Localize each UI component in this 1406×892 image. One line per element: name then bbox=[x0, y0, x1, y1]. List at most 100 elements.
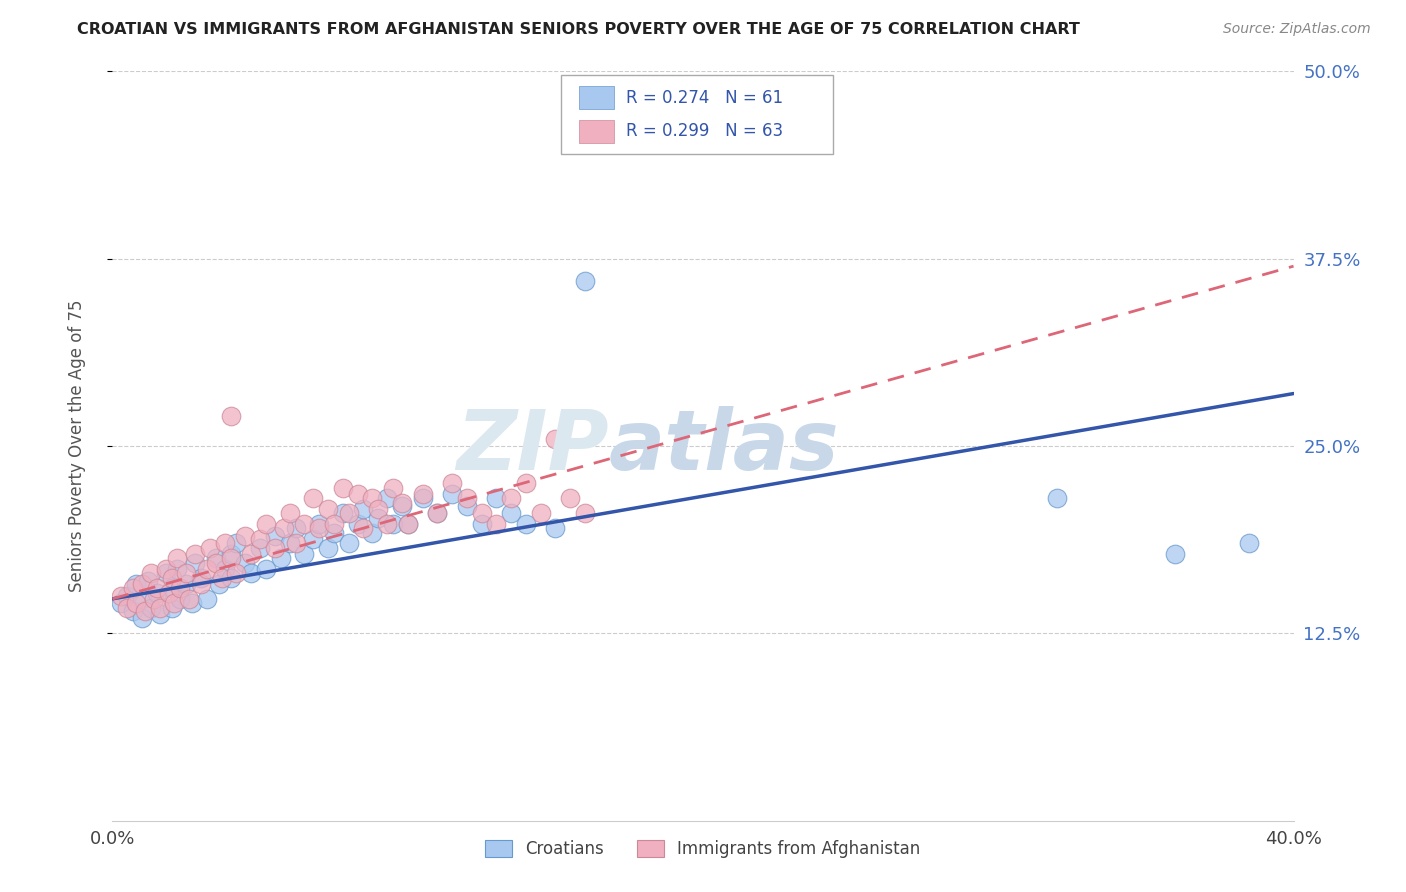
Point bbox=[195, 591, 218, 606]
Point bbox=[367, 511, 389, 525]
Point bbox=[529, 507, 551, 521]
Point bbox=[332, 507, 354, 521]
Point bbox=[470, 507, 494, 521]
Point bbox=[323, 525, 346, 540]
Point bbox=[382, 481, 405, 495]
Point bbox=[131, 591, 153, 606]
Point bbox=[139, 566, 162, 581]
Point bbox=[166, 551, 188, 566]
Point bbox=[160, 600, 183, 615]
Point bbox=[308, 521, 330, 535]
Point bbox=[396, 516, 419, 531]
Legend: Croatians, Immigrants from Afghanistan: Croatians, Immigrants from Afghanistan bbox=[478, 833, 928, 864]
Point bbox=[337, 507, 360, 521]
Point bbox=[411, 487, 433, 501]
Point bbox=[1046, 491, 1069, 506]
Point bbox=[139, 600, 162, 615]
Point bbox=[190, 571, 212, 585]
Point bbox=[391, 499, 413, 513]
Point bbox=[249, 541, 271, 555]
Point bbox=[352, 521, 374, 535]
FancyBboxPatch shape bbox=[579, 87, 614, 109]
Point bbox=[195, 562, 218, 576]
Point bbox=[122, 604, 145, 618]
Point bbox=[160, 582, 183, 596]
Point bbox=[142, 591, 165, 606]
Point bbox=[270, 551, 292, 566]
Point bbox=[240, 547, 263, 561]
Point bbox=[332, 481, 354, 495]
Point bbox=[181, 596, 204, 610]
Point bbox=[219, 551, 242, 566]
Point bbox=[308, 516, 330, 531]
Point bbox=[382, 516, 405, 531]
Point bbox=[337, 536, 360, 550]
Point bbox=[225, 536, 247, 550]
Text: R = 0.299   N = 63: R = 0.299 N = 63 bbox=[626, 122, 783, 140]
Point bbox=[441, 487, 464, 501]
Point bbox=[558, 491, 582, 506]
Point bbox=[391, 496, 413, 510]
Point bbox=[456, 499, 478, 513]
FancyBboxPatch shape bbox=[561, 75, 832, 153]
Point bbox=[205, 551, 228, 566]
Point bbox=[122, 582, 145, 596]
Point bbox=[456, 491, 478, 506]
Point bbox=[485, 491, 508, 506]
Point bbox=[292, 516, 315, 531]
Point bbox=[1239, 536, 1261, 550]
Text: R = 0.274   N = 61: R = 0.274 N = 61 bbox=[626, 88, 783, 106]
Point bbox=[219, 547, 242, 561]
Text: Source: ZipAtlas.com: Source: ZipAtlas.com bbox=[1223, 22, 1371, 37]
Point bbox=[441, 476, 464, 491]
Point bbox=[346, 516, 368, 531]
Point bbox=[574, 274, 596, 288]
Point bbox=[396, 516, 419, 531]
Point bbox=[284, 536, 307, 550]
Point bbox=[411, 491, 433, 506]
Point bbox=[574, 507, 596, 521]
Point bbox=[198, 541, 221, 555]
Point bbox=[131, 577, 153, 591]
Point bbox=[254, 562, 277, 576]
Point bbox=[346, 487, 368, 501]
Point bbox=[302, 532, 325, 546]
Point bbox=[273, 521, 295, 535]
Point bbox=[302, 491, 325, 506]
Point bbox=[125, 596, 148, 610]
Point bbox=[284, 521, 307, 535]
Point bbox=[214, 562, 236, 576]
Point bbox=[264, 541, 287, 555]
Point bbox=[375, 491, 398, 506]
Point bbox=[323, 516, 346, 531]
Point bbox=[361, 525, 384, 540]
Point bbox=[254, 516, 277, 531]
FancyBboxPatch shape bbox=[579, 120, 614, 143]
Point bbox=[136, 574, 159, 588]
Point bbox=[174, 566, 197, 581]
Point bbox=[125, 577, 148, 591]
Point bbox=[515, 476, 537, 491]
Point bbox=[375, 516, 398, 531]
Point bbox=[515, 516, 537, 531]
Point bbox=[264, 529, 287, 543]
Point bbox=[163, 596, 186, 610]
Text: CROATIAN VS IMMIGRANTS FROM AFGHANISTAN SENIORS POVERTY OVER THE AGE OF 75 CORRE: CROATIAN VS IMMIGRANTS FROM AFGHANISTAN … bbox=[77, 22, 1080, 37]
Point bbox=[155, 562, 177, 576]
Point bbox=[117, 589, 138, 603]
Point bbox=[766, 95, 789, 109]
Point bbox=[149, 607, 172, 621]
Point bbox=[240, 566, 263, 581]
Point bbox=[485, 516, 508, 531]
Point bbox=[225, 566, 247, 581]
Point bbox=[501, 507, 523, 521]
Point bbox=[367, 502, 389, 516]
Point bbox=[169, 582, 191, 596]
Point bbox=[501, 491, 523, 506]
Point bbox=[169, 591, 191, 606]
Point bbox=[211, 571, 233, 585]
Point bbox=[780, 95, 803, 109]
Point bbox=[179, 591, 201, 606]
Point bbox=[219, 409, 242, 423]
Point bbox=[292, 547, 315, 561]
